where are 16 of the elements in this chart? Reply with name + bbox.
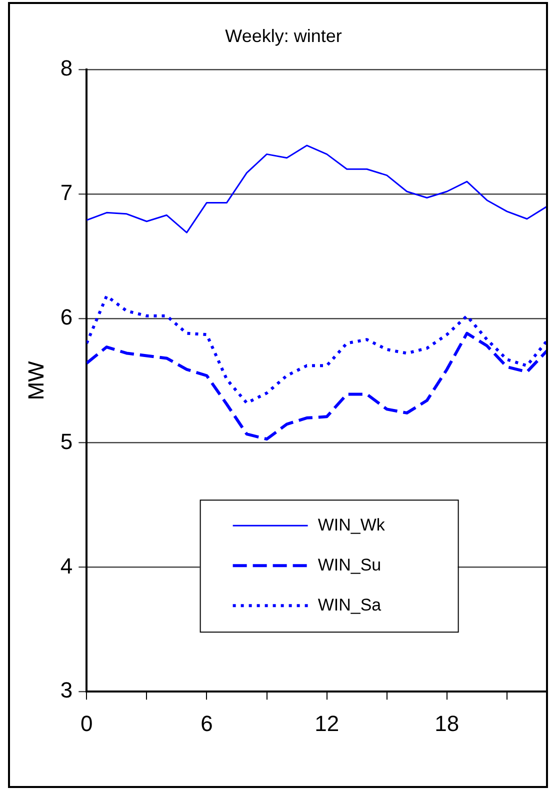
y-tick-label: 3: [60, 678, 73, 703]
x-tick-label: 6: [200, 710, 213, 736]
legend-label: WIN_Su: [318, 555, 382, 574]
y-tick-label: 6: [60, 304, 73, 330]
x-tick-label: 18: [434, 710, 460, 736]
legend-label: WIN_Sa: [318, 595, 382, 614]
legend-label: WIN_Wk: [318, 515, 386, 534]
y-tick-label: 7: [60, 180, 73, 206]
x-tick-label: 12: [314, 710, 340, 736]
chart-title: Weekly: winter: [225, 26, 342, 46]
x-tick-label: 0: [80, 710, 93, 736]
y-tick-label: 8: [60, 56, 73, 81]
y-tick-label: 5: [60, 428, 73, 454]
y-axis-title: MW: [23, 360, 48, 400]
y-tick-label: 4: [60, 553, 73, 578]
line-series: [86, 332, 547, 441]
